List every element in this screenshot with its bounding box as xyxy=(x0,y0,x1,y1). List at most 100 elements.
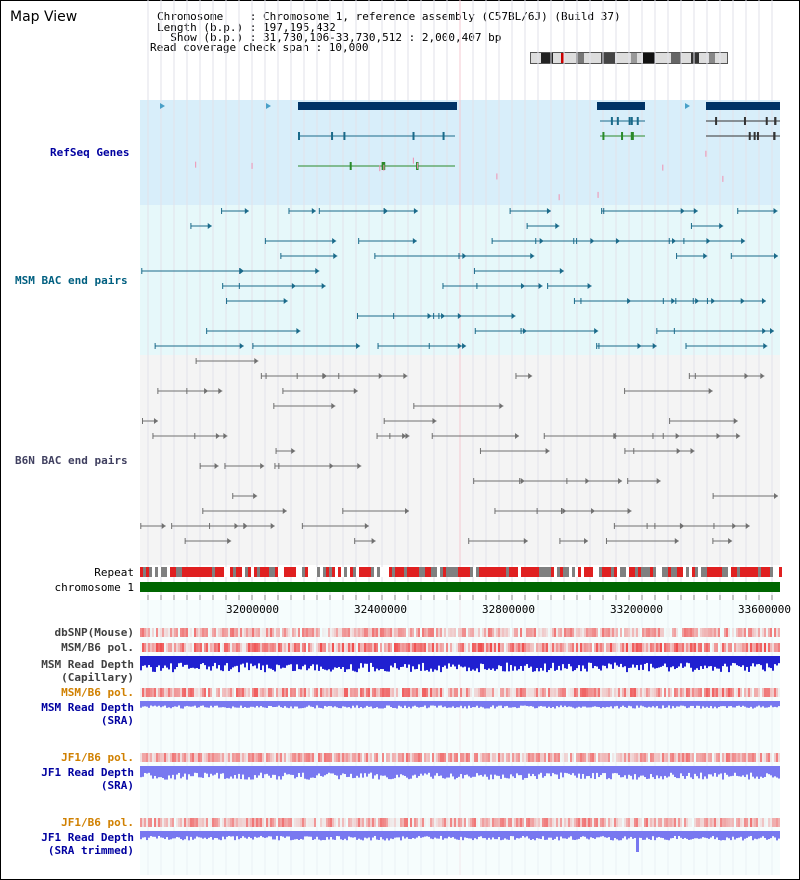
refseq-genes-label[interactable]: RefSeq Genes xyxy=(50,146,130,159)
pol-heat xyxy=(594,818,596,827)
read-depth-bar xyxy=(702,831,704,838)
pol-heat xyxy=(648,628,650,637)
msm-read-depth-capillary-label[interactable]: MSM Read Depth xyxy=(41,658,134,671)
read-depth-bar xyxy=(232,766,234,779)
read-depth-bar xyxy=(272,831,274,840)
read-depth-bar xyxy=(670,766,672,773)
msm-read-depth-sra-label[interactable]: MSM Read Depth xyxy=(41,701,134,714)
msm-b6-pol-sra-label[interactable]: MSM/B6 pol. xyxy=(61,686,134,699)
pol-heat xyxy=(646,753,648,762)
dbsnp-label[interactable]: dbSNP(Mouse) xyxy=(54,626,134,639)
pol-heat xyxy=(458,818,460,827)
pol-heat xyxy=(534,628,536,637)
pol-heat xyxy=(146,643,148,652)
pol-heat xyxy=(330,628,332,637)
pol-heat xyxy=(154,628,156,637)
read-depth-bar xyxy=(414,701,416,706)
pol-heat xyxy=(554,818,556,827)
pol-heat xyxy=(596,628,598,637)
read-depth-bar xyxy=(714,766,716,773)
pol-heat xyxy=(304,688,306,697)
pol-heat xyxy=(644,753,646,762)
pol-heat xyxy=(504,643,506,652)
pol-heat xyxy=(374,753,376,762)
read-depth-bar xyxy=(392,656,394,668)
read-depth-bar xyxy=(150,656,152,668)
read-depth-bar xyxy=(766,701,768,708)
read-depth-bar xyxy=(532,656,534,672)
pol-heat xyxy=(556,818,558,827)
pol-heat xyxy=(742,628,744,637)
read-depth-bar xyxy=(668,701,670,706)
pol-heat xyxy=(674,643,676,652)
pol-heat xyxy=(730,643,732,652)
read-depth-bar xyxy=(622,656,624,668)
read-depth-bar xyxy=(730,701,732,707)
pol-heat xyxy=(184,688,186,697)
read-depth-bar xyxy=(290,831,292,841)
msm-bac-pair xyxy=(522,328,527,334)
pol-heat xyxy=(196,818,198,827)
b6n-bac-label[interactable]: B6N BAC end pairs xyxy=(15,454,128,467)
read-depth-bar xyxy=(378,766,380,780)
pol-heat xyxy=(430,818,432,827)
read-depth-bar xyxy=(204,656,206,666)
pol-heat xyxy=(658,628,660,637)
read-depth-bar xyxy=(372,701,374,709)
jf1-read-depth-trimmed-label[interactable]: JF1 Read Depth xyxy=(41,831,134,844)
pol-heat xyxy=(764,818,766,827)
read-depth-bar xyxy=(266,831,268,838)
read-depth-bar xyxy=(450,766,452,774)
read-depth-bar xyxy=(546,701,548,708)
pol-heat xyxy=(326,818,328,827)
read-depth-bar xyxy=(156,701,158,707)
pol-heat xyxy=(194,643,196,652)
read-depth-bar xyxy=(728,831,730,839)
read-depth-bar xyxy=(214,656,216,663)
pol-heat xyxy=(680,643,682,652)
pol-heat xyxy=(540,753,542,762)
read-depth-bar xyxy=(756,766,758,777)
pol-heat xyxy=(220,628,222,637)
read-depth-bar xyxy=(638,701,640,708)
pol-heat xyxy=(688,753,690,762)
snp-tick xyxy=(379,165,381,172)
pol-heat xyxy=(302,628,304,637)
pol-heat xyxy=(252,643,254,652)
pol-heat xyxy=(526,753,528,762)
read-depth-bar xyxy=(232,701,234,707)
read-depth-bar xyxy=(192,766,194,777)
read-depth-bar xyxy=(660,831,662,838)
pol-heat xyxy=(460,628,462,637)
jf1-b6-pol-trimmed-label[interactable]: JF1/B6 pol. xyxy=(61,816,134,829)
msm-bac-label[interactable]: MSM BAC end pairs xyxy=(15,274,128,287)
read-depth-bar xyxy=(774,766,776,777)
pol-heat xyxy=(394,628,396,637)
pol-heat xyxy=(652,628,654,637)
pol-heat xyxy=(278,753,280,762)
pol-heat xyxy=(406,628,408,637)
pol-heat xyxy=(592,643,594,652)
pol-heat xyxy=(444,643,446,652)
jf1-read-depth-label[interactable]: JF1 Read Depth xyxy=(41,766,134,779)
read-depth-bar xyxy=(628,701,630,706)
read-depth-bar xyxy=(618,831,620,841)
pol-heat xyxy=(256,688,258,697)
jf1-b6-pol-label[interactable]: JF1/B6 pol. xyxy=(61,751,134,764)
pol-heat xyxy=(764,628,766,637)
pol-heat xyxy=(362,818,364,827)
read-depth-bar xyxy=(752,766,754,777)
repeat-segment xyxy=(734,567,737,577)
pol-heat xyxy=(732,688,734,697)
read-depth-bar xyxy=(352,766,354,779)
pol-heat xyxy=(332,628,334,637)
read-depth-bar xyxy=(140,766,142,778)
pol-heat xyxy=(338,643,340,652)
b6n-bac-pair xyxy=(223,433,228,439)
pol-heat xyxy=(520,818,522,827)
msm-b6-pol-label[interactable]: MSM/B6 pol. xyxy=(61,641,134,654)
pol-heat xyxy=(732,753,734,762)
read-depth-bar xyxy=(206,831,208,840)
pol-heat xyxy=(256,753,258,762)
